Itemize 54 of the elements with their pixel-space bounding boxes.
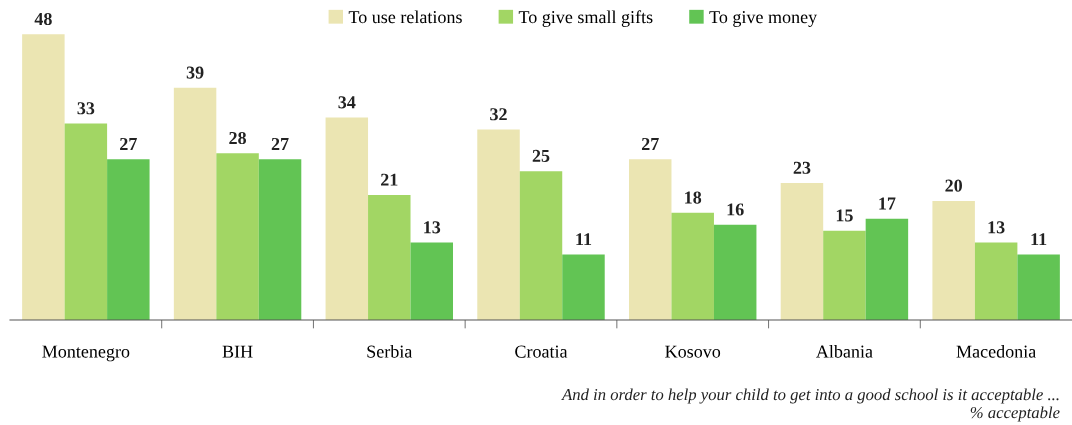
- data-label: 11: [576, 233, 592, 246]
- bar: [519, 171, 563, 320]
- legend-label: To give small gifts: [518, 10, 653, 27]
- data-label: 13: [988, 221, 1005, 234]
- bar: [22, 34, 65, 320]
- x-tick-label: Macedonia: [956, 345, 1036, 358]
- text: And in order to help your child to get into a good school is it acceptable ...: [561, 388, 1059, 404]
- bar: [477, 129, 520, 320]
- bar: [368, 195, 411, 320]
- data-label: 25: [532, 149, 550, 162]
- data-label: 17: [879, 197, 896, 210]
- data-label: 23: [793, 161, 811, 174]
- data-label: 48: [34, 12, 52, 26]
- bar: [562, 254, 605, 320]
- bar: [823, 230, 866, 320]
- bar: [628, 159, 672, 320]
- legend-label: To use relations: [348, 10, 462, 24]
- bar: [1017, 254, 1060, 320]
- x-tick-label: Kosovo: [665, 345, 721, 358]
- legend-label: To give money: [709, 11, 818, 27]
- text: % acceptable: [970, 406, 1060, 422]
- bar: [258, 159, 302, 320]
- bar: [865, 218, 909, 320]
- x-tick-label: Serbia: [367, 345, 413, 358]
- bar: [713, 224, 757, 320]
- data-label: 15: [836, 209, 853, 222]
- bar: [107, 159, 150, 320]
- data-label: 32: [490, 108, 507, 121]
- bar: [64, 123, 108, 320]
- data-label: 27: [641, 137, 659, 150]
- data-label: 34: [338, 96, 356, 109]
- data-label: 28: [229, 131, 246, 145]
- bar: [325, 117, 369, 320]
- data-label: 11: [1031, 233, 1047, 246]
- data-label: 20: [945, 179, 962, 192]
- bar: [932, 200, 975, 320]
- data-label: 16: [727, 203, 744, 216]
- data-label: 18: [685, 191, 702, 204]
- x-tick-label: Albania: [816, 345, 873, 358]
- x-tick-label: Croatia: [515, 345, 568, 358]
- x-tick-label: Montenegro: [42, 345, 130, 362]
- bar: [671, 212, 714, 320]
- data-label: 27: [271, 137, 289, 150]
- bar: [410, 242, 454, 320]
- bar: [780, 183, 824, 320]
- data-label: 33: [77, 102, 95, 115]
- x-tick-label: BIH: [222, 345, 253, 358]
- data-label: 27: [120, 137, 137, 150]
- data-label: 21: [381, 173, 398, 186]
- bar: [173, 87, 217, 320]
- data-label: 13: [424, 221, 441, 234]
- bar: [974, 242, 1018, 320]
- data-label: 39: [186, 66, 204, 79]
- bar: [216, 153, 259, 320]
